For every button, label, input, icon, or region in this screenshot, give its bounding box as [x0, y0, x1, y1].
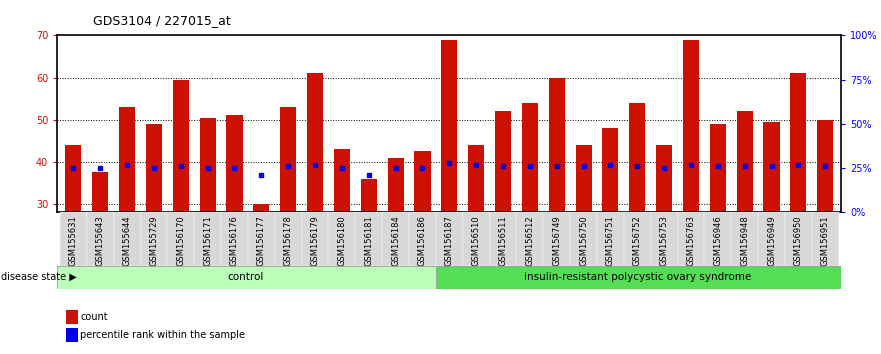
Bar — [414, 151, 431, 212]
Text: GSM156753: GSM156753 — [660, 215, 669, 266]
Bar — [388, 158, 403, 212]
Bar — [570, 212, 597, 266]
Bar — [818, 120, 833, 212]
Bar — [710, 124, 726, 212]
Bar — [656, 145, 672, 212]
Bar — [624, 212, 651, 266]
Bar — [785, 212, 811, 266]
Bar — [146, 124, 162, 212]
Bar — [677, 212, 705, 266]
Text: GSM156950: GSM156950 — [794, 215, 803, 266]
Bar — [731, 212, 759, 266]
Bar — [441, 40, 457, 212]
Bar — [790, 73, 806, 212]
Text: GSM156512: GSM156512 — [525, 215, 535, 266]
FancyBboxPatch shape — [437, 266, 844, 289]
Bar — [65, 145, 81, 212]
Text: GSM156949: GSM156949 — [767, 215, 776, 266]
Text: GSM156186: GSM156186 — [418, 215, 427, 266]
Text: GSM156177: GSM156177 — [257, 215, 266, 266]
FancyBboxPatch shape — [57, 266, 436, 289]
Bar — [705, 212, 731, 266]
Text: GSM156763: GSM156763 — [686, 215, 695, 266]
Bar — [764, 122, 780, 212]
Bar — [382, 212, 409, 266]
Bar — [436, 212, 463, 266]
Bar — [226, 115, 242, 212]
Bar — [275, 212, 301, 266]
Text: GSM156178: GSM156178 — [284, 215, 292, 266]
Bar — [522, 103, 538, 212]
Text: GSM156184: GSM156184 — [391, 215, 400, 266]
Bar — [544, 212, 570, 266]
Text: GSM155631: GSM155631 — [69, 215, 78, 266]
Bar — [409, 212, 436, 266]
Bar — [355, 212, 382, 266]
Bar — [651, 212, 677, 266]
Text: GSM156181: GSM156181 — [364, 215, 374, 266]
Bar — [495, 111, 511, 212]
Text: GSM155729: GSM155729 — [150, 215, 159, 266]
Bar — [737, 111, 752, 212]
Bar — [575, 145, 592, 212]
Text: GDS3104 / 227015_at: GDS3104 / 227015_at — [93, 14, 230, 27]
Text: GSM156180: GSM156180 — [337, 215, 346, 266]
Bar — [360, 179, 377, 212]
Text: GSM156751: GSM156751 — [606, 215, 615, 266]
Text: GSM156948: GSM156948 — [740, 215, 749, 266]
Text: GSM156951: GSM156951 — [821, 215, 830, 266]
Text: GSM156170: GSM156170 — [176, 215, 185, 266]
Text: GSM156171: GSM156171 — [204, 215, 212, 266]
Text: GSM156510: GSM156510 — [471, 215, 481, 266]
Bar — [549, 78, 565, 212]
Text: GSM156749: GSM156749 — [552, 215, 561, 266]
Bar — [173, 80, 189, 212]
Text: GSM156946: GSM156946 — [714, 215, 722, 266]
Text: control: control — [227, 272, 263, 282]
Text: GSM156750: GSM156750 — [579, 215, 589, 266]
Bar — [463, 212, 490, 266]
Bar — [307, 73, 323, 212]
Bar — [759, 212, 785, 266]
Bar — [490, 212, 516, 266]
Bar — [280, 107, 296, 212]
Text: GSM156176: GSM156176 — [230, 215, 239, 266]
Bar — [301, 212, 329, 266]
Text: count: count — [80, 312, 107, 322]
Text: percentile rank within the sample: percentile rank within the sample — [80, 330, 245, 340]
Text: GSM156752: GSM156752 — [633, 215, 641, 266]
Text: GSM155644: GSM155644 — [122, 215, 131, 266]
Bar — [516, 212, 544, 266]
Bar — [60, 212, 87, 266]
Bar — [200, 118, 216, 212]
Bar — [248, 212, 275, 266]
Bar — [140, 212, 167, 266]
Bar — [194, 212, 221, 266]
Bar — [254, 204, 270, 212]
Bar — [87, 212, 114, 266]
Bar — [114, 212, 140, 266]
Text: GSM156187: GSM156187 — [445, 215, 454, 266]
Bar — [603, 128, 618, 212]
Text: insulin-resistant polycystic ovary syndrome: insulin-resistant polycystic ovary syndr… — [523, 272, 751, 282]
Bar — [334, 149, 350, 212]
Text: GSM156511: GSM156511 — [499, 215, 507, 266]
Bar — [468, 145, 485, 212]
Text: disease state ▶: disease state ▶ — [1, 272, 77, 282]
Bar — [629, 103, 645, 212]
Bar — [167, 212, 194, 266]
Bar — [93, 172, 108, 212]
Bar — [683, 40, 699, 212]
Bar — [221, 212, 248, 266]
Bar — [119, 107, 135, 212]
Text: GSM155643: GSM155643 — [96, 215, 105, 266]
Bar — [597, 212, 624, 266]
Bar — [329, 212, 355, 266]
Bar — [811, 212, 839, 266]
Text: GSM156179: GSM156179 — [310, 215, 320, 266]
